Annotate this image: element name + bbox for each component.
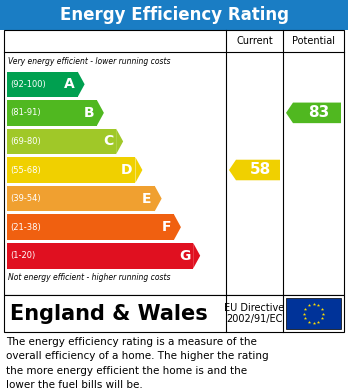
Polygon shape: [135, 157, 142, 183]
Bar: [7, 129, 116, 154]
Text: Potential: Potential: [292, 36, 335, 46]
Text: Current: Current: [236, 36, 273, 46]
Bar: [7, 72, 78, 97]
Text: 83: 83: [308, 105, 330, 120]
Bar: [7, 186, 155, 212]
Polygon shape: [155, 186, 162, 212]
Polygon shape: [286, 102, 341, 123]
Polygon shape: [97, 100, 104, 126]
Text: EU Directive
2002/91/EC: EU Directive 2002/91/EC: [224, 303, 285, 324]
Text: 58: 58: [250, 163, 271, 178]
Text: (81-91): (81-91): [10, 108, 41, 117]
Bar: [286, 298, 341, 329]
Text: Not energy efficient - higher running costs: Not energy efficient - higher running co…: [8, 273, 171, 283]
Text: (69-80): (69-80): [10, 137, 41, 146]
Text: England & Wales: England & Wales: [10, 303, 208, 323]
Bar: [0, 0, 348, 30]
Bar: [7, 214, 174, 240]
Bar: [7, 243, 193, 269]
Bar: [7, 100, 97, 126]
Polygon shape: [229, 160, 280, 180]
Text: F: F: [161, 220, 171, 234]
Text: Energy Efficiency Rating: Energy Efficiency Rating: [60, 6, 288, 24]
Text: E: E: [142, 192, 152, 206]
Text: C: C: [103, 135, 113, 149]
Polygon shape: [116, 129, 123, 154]
Text: The energy efficiency rating is a measure of the
overall efficiency of a home. T: The energy efficiency rating is a measur…: [6, 337, 269, 390]
Text: (21-38): (21-38): [10, 222, 41, 231]
Polygon shape: [193, 243, 200, 269]
Polygon shape: [78, 72, 85, 97]
Text: (39-54): (39-54): [10, 194, 41, 203]
Polygon shape: [174, 214, 181, 240]
Bar: [4, 30, 344, 295]
Text: D: D: [121, 163, 132, 177]
Text: G: G: [179, 249, 190, 263]
Text: Very energy efficient - lower running costs: Very energy efficient - lower running co…: [8, 57, 171, 66]
Text: (55-68): (55-68): [10, 165, 41, 174]
Text: (1-20): (1-20): [10, 251, 35, 260]
Text: (92-100): (92-100): [10, 80, 46, 89]
Bar: [4, 295, 344, 332]
Text: A: A: [64, 77, 74, 91]
Bar: [7, 157, 135, 183]
Text: B: B: [83, 106, 94, 120]
